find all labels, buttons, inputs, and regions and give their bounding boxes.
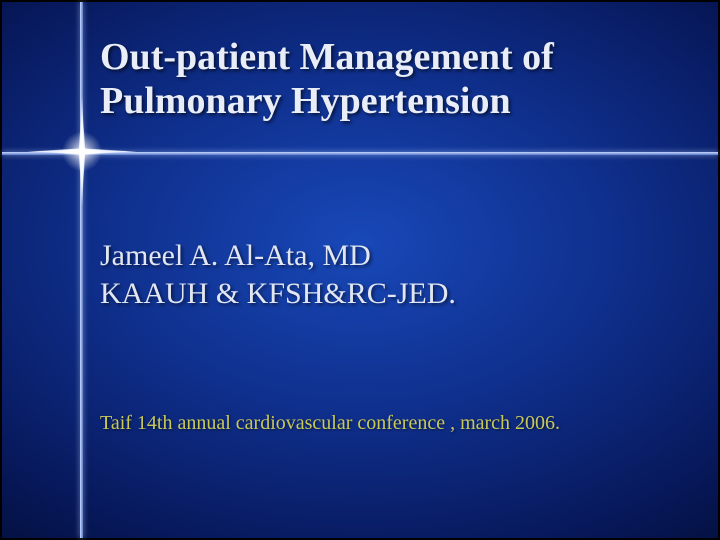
author-block: Jameel A. Al-Ata, MD KAAUH & KFSH&RC-JED… (100, 237, 456, 314)
slide-title: Out-patient Management of Pulmonary Hype… (100, 36, 660, 123)
horizontal-rule (2, 152, 718, 155)
vertical-rule (80, 2, 83, 538)
author-name: Jameel A. Al-Ata, MD (100, 237, 456, 275)
conference-footer: Taif 14th annual cardiovascular conferen… (100, 412, 560, 435)
author-affiliation: KAAUH & KFSH&RC-JED. (100, 275, 456, 313)
slide: Out-patient Management of Pulmonary Hype… (0, 0, 720, 540)
